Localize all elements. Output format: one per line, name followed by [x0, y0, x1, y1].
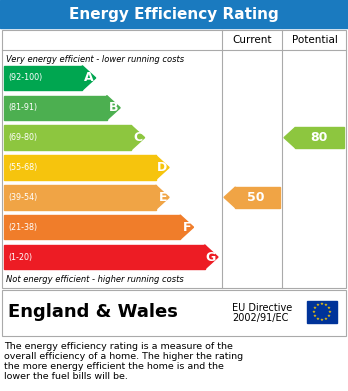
Text: the more energy efficient the home is and the: the more energy efficient the home is an… — [4, 362, 224, 371]
Text: ★: ★ — [324, 317, 328, 321]
Text: (69-80): (69-80) — [8, 133, 37, 142]
Polygon shape — [156, 185, 169, 210]
Bar — [4, 155, 156, 180]
Bar — [4, 245, 205, 269]
Bar — [4, 215, 180, 239]
Text: EU Directive: EU Directive — [232, 303, 292, 313]
Bar — [4, 126, 131, 150]
Text: Current: Current — [232, 35, 272, 45]
Text: Not energy efficient - higher running costs: Not energy efficient - higher running co… — [6, 276, 184, 285]
Text: 80: 80 — [310, 131, 328, 144]
Text: ★: ★ — [312, 310, 316, 314]
Text: Very energy efficient - lower running costs: Very energy efficient - lower running co… — [6, 54, 184, 63]
Text: lower the fuel bills will be.: lower the fuel bills will be. — [4, 372, 128, 381]
Text: 2002/91/EC: 2002/91/EC — [232, 313, 288, 323]
Polygon shape — [180, 215, 193, 239]
Bar — [0, 28, 348, 288]
Text: D: D — [157, 161, 167, 174]
Text: E: E — [159, 191, 167, 204]
Bar — [0, 0, 348, 28]
Polygon shape — [284, 127, 295, 148]
Text: ★: ★ — [328, 310, 332, 314]
Polygon shape — [82, 66, 96, 90]
Text: 50: 50 — [247, 191, 265, 204]
Bar — [2, 30, 346, 288]
Polygon shape — [156, 155, 169, 180]
Polygon shape — [131, 126, 145, 150]
Text: ★: ★ — [316, 303, 320, 307]
Text: G: G — [206, 251, 216, 264]
Polygon shape — [107, 95, 120, 120]
Bar — [2, 290, 346, 336]
Text: ★: ★ — [316, 317, 320, 321]
Text: B: B — [109, 101, 118, 114]
Text: ★: ★ — [324, 303, 328, 307]
Text: The energy efficiency rating is a measure of the: The energy efficiency rating is a measur… — [4, 342, 233, 351]
Bar — [295, 127, 344, 148]
Text: C: C — [134, 131, 143, 144]
Bar — [4, 66, 82, 90]
Text: (92-100): (92-100) — [8, 74, 42, 83]
Text: overall efficiency of a home. The higher the rating: overall efficiency of a home. The higher… — [4, 352, 243, 361]
Text: ★: ★ — [313, 314, 317, 318]
Text: A: A — [84, 72, 94, 84]
Text: (21-38): (21-38) — [8, 223, 37, 232]
Bar — [0, 288, 348, 336]
Text: (39-54): (39-54) — [8, 193, 37, 202]
Text: ★: ★ — [327, 314, 331, 318]
Text: Potential: Potential — [292, 35, 338, 45]
Text: (81-91): (81-91) — [8, 103, 37, 112]
Text: England & Wales: England & Wales — [8, 303, 178, 321]
Text: F: F — [183, 221, 191, 234]
Polygon shape — [205, 245, 218, 269]
Text: Energy Efficiency Rating: Energy Efficiency Rating — [69, 7, 279, 22]
Text: (55-68): (55-68) — [8, 163, 37, 172]
Bar — [4, 95, 107, 120]
Bar — [307, 301, 337, 323]
Text: (1-20): (1-20) — [8, 253, 32, 262]
Text: ★: ★ — [327, 306, 331, 310]
Text: ★: ★ — [320, 302, 324, 306]
Text: ★: ★ — [313, 306, 317, 310]
Bar — [4, 185, 156, 210]
Text: ★: ★ — [320, 318, 324, 322]
Bar — [236, 187, 280, 208]
Polygon shape — [224, 187, 236, 208]
